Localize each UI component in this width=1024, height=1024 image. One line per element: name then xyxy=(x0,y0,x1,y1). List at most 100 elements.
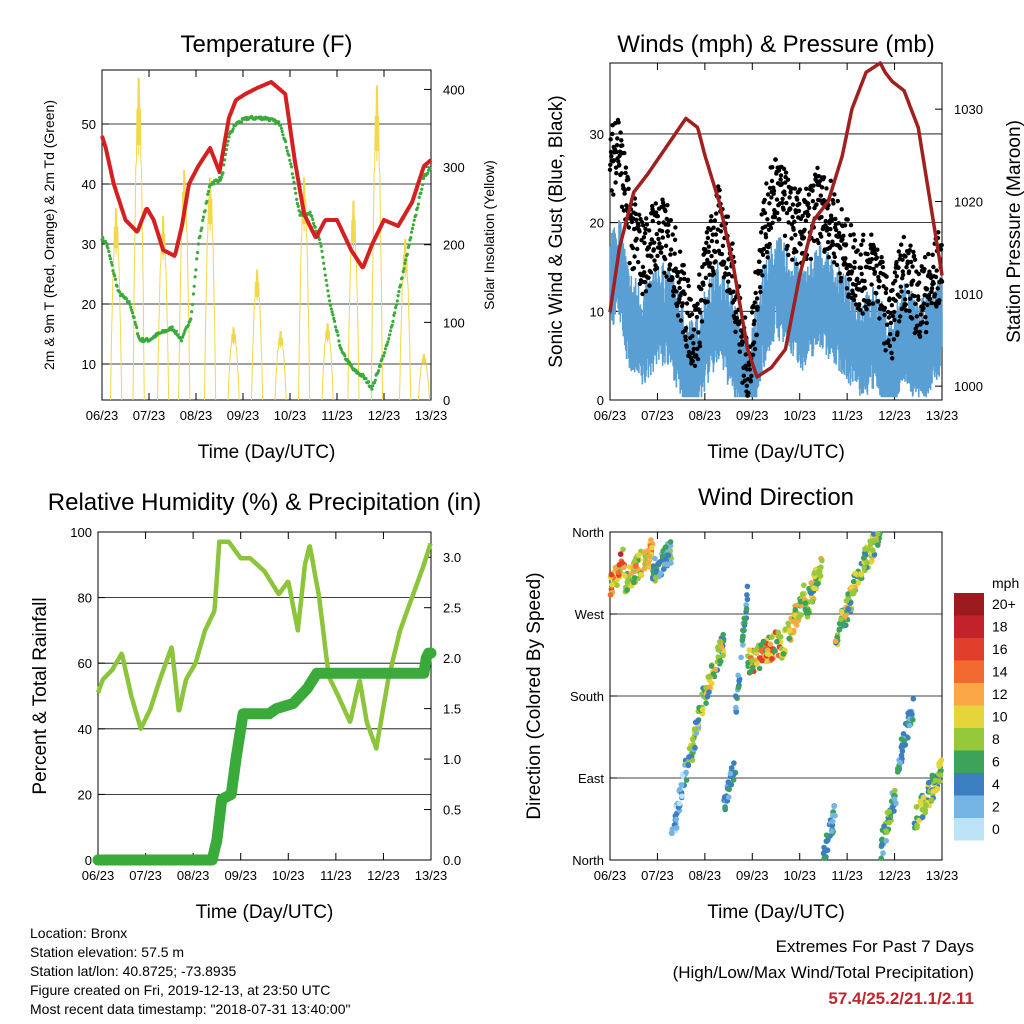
dewpoint-point xyxy=(201,218,205,222)
dewpoint-point xyxy=(192,284,196,288)
direction-point xyxy=(801,582,807,588)
gust-point xyxy=(608,149,614,155)
gust-point xyxy=(655,214,660,219)
gust-point xyxy=(903,302,908,307)
gust-point xyxy=(713,249,718,255)
gust-point xyxy=(753,290,758,296)
gust-point xyxy=(764,181,769,186)
gust-point xyxy=(768,225,774,231)
gust-point xyxy=(934,268,939,273)
gust-point xyxy=(939,279,945,284)
gust-point xyxy=(872,270,878,275)
gust-point xyxy=(790,202,796,207)
gust-point xyxy=(810,199,816,204)
gust-point xyxy=(926,292,932,298)
dewpoint-point xyxy=(371,384,375,388)
dewpoint-point xyxy=(310,214,314,218)
direction-point xyxy=(685,762,692,768)
gust-point xyxy=(887,296,892,301)
gust-point xyxy=(636,223,641,228)
dewpoint-point xyxy=(392,313,396,317)
direction-point xyxy=(744,583,751,590)
gust-point xyxy=(626,186,631,191)
gust-point xyxy=(744,383,749,388)
gust-point xyxy=(794,261,800,267)
dewpoint-point xyxy=(135,332,140,336)
gust-point xyxy=(892,317,897,323)
direction-point xyxy=(683,769,689,776)
direction-point xyxy=(767,641,774,647)
gust-point xyxy=(930,252,935,257)
gust-point xyxy=(792,186,798,191)
gust-point xyxy=(743,363,748,368)
gust-point xyxy=(653,210,659,215)
gust-point xyxy=(792,219,797,224)
gust-point xyxy=(707,261,713,266)
direction-point xyxy=(633,563,639,569)
gust-point xyxy=(640,291,645,297)
gust-point xyxy=(871,266,876,272)
direction-point xyxy=(663,544,669,550)
gust-point xyxy=(631,266,637,271)
dewpoint-point xyxy=(328,303,332,307)
legend-label: 12 xyxy=(992,686,1008,702)
dewpoint-point xyxy=(130,308,134,312)
gust-point xyxy=(634,217,639,222)
dewpoint-point xyxy=(129,305,133,309)
direction-point xyxy=(663,556,669,563)
gust-point xyxy=(716,184,721,189)
gust-point xyxy=(785,177,791,182)
gust-point xyxy=(780,200,785,206)
dewpoint-point xyxy=(221,171,225,175)
gust-point xyxy=(784,200,789,206)
direction-point xyxy=(689,757,696,764)
gust-point xyxy=(898,314,903,319)
y-tick-label: South xyxy=(570,689,604,704)
gust-point xyxy=(677,285,682,291)
gust-point xyxy=(924,286,930,292)
gust-point xyxy=(706,244,712,249)
gust-point xyxy=(904,265,909,270)
y2-tick-label: 400 xyxy=(443,82,465,97)
legend-label: 4 xyxy=(992,776,1000,792)
gust-point xyxy=(818,193,823,198)
gust-point xyxy=(614,143,620,148)
direction-point xyxy=(811,585,817,592)
gust-point xyxy=(826,232,832,237)
dewpoint-point xyxy=(421,183,425,187)
gust-point xyxy=(911,249,916,255)
gust-point xyxy=(843,242,849,247)
direction-point xyxy=(661,566,667,572)
chart-title: Relative Humidity (%) & Precipitation (i… xyxy=(48,489,481,516)
dewpoint-point xyxy=(322,267,327,271)
info-location: Location: Bronx xyxy=(30,925,128,941)
gust-point xyxy=(888,320,894,326)
gust-point xyxy=(630,245,636,251)
gust-point xyxy=(885,322,890,327)
dewpoint-point xyxy=(388,333,392,337)
gust-point xyxy=(763,224,768,229)
gust-point xyxy=(821,175,827,180)
gust-point xyxy=(611,158,617,163)
y2-axis-label: Solar Insolation (Yellow) xyxy=(481,160,497,310)
gust-point xyxy=(797,187,803,192)
gust-point xyxy=(655,253,660,259)
frame-humidity: 06/23 07/23 08/23 09/23 10/23 11/23 12/23 13/23… xyxy=(30,489,481,923)
gust-point xyxy=(890,356,895,361)
direction-point xyxy=(757,647,763,653)
gust-point xyxy=(783,170,789,175)
dewpoint-point xyxy=(321,255,325,259)
gust-point xyxy=(791,227,796,232)
y-tick-label: 10 xyxy=(590,304,604,319)
gust-point xyxy=(831,260,837,265)
gust-point xyxy=(696,330,701,335)
legend-swatch xyxy=(954,683,984,706)
direction-point xyxy=(652,555,658,562)
gust-point xyxy=(654,265,660,271)
gust-point xyxy=(817,179,822,184)
gust-point xyxy=(936,230,941,235)
gust-point xyxy=(909,316,915,321)
gust-point xyxy=(668,247,674,252)
x-tick-label: 08/23 xyxy=(177,868,210,883)
gust-point xyxy=(900,257,905,262)
